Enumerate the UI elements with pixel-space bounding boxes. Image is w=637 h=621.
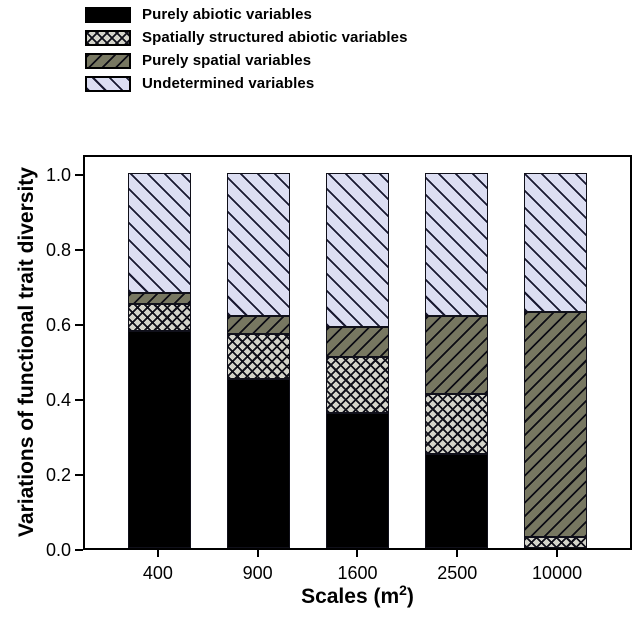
bar-segment: [128, 330, 191, 548]
bar-segment: [326, 413, 389, 548]
legend-item: Purely spatial variables: [85, 52, 408, 69]
x-axis-title: Scales (m2): [83, 582, 632, 609]
bar-segment: [128, 293, 191, 305]
solid-swatch-icon: [85, 6, 131, 23]
bar-segment: [326, 356, 389, 413]
y-tick-label: 0.6: [45, 315, 71, 335]
bar-segment: [227, 379, 290, 548]
y-tick-label: 0.8: [45, 240, 71, 260]
bar-segment: [326, 326, 389, 357]
chart-legend: Purely abiotic variables Spatially struct…: [85, 6, 408, 98]
y-tick-label: 0.0: [45, 540, 71, 560]
x-tick-mark: [356, 550, 359, 557]
legend-label: Purely spatial variables: [142, 52, 312, 69]
legend-item: Undetermined variables: [85, 75, 408, 92]
legend-item: Spatially structured abiotic variables: [85, 29, 408, 46]
bar-segment: [524, 173, 587, 312]
bars-row: [85, 173, 630, 548]
x-tick-mark: [156, 550, 159, 557]
y-tick-label: 1.0: [45, 165, 71, 185]
x-tick-cell: 2500: [426, 550, 489, 584]
y-tick-mark: [75, 549, 83, 551]
crosshatch-swatch-icon: [85, 29, 131, 46]
bar-segment: [227, 315, 290, 335]
legend-item: Purely abiotic variables: [85, 6, 408, 23]
y-tick-mark: [75, 249, 83, 251]
x-tick-cell: 900: [226, 550, 289, 584]
x-axis-row: 400 900 1600 2500 10000: [83, 550, 632, 584]
x-tick-mark: [456, 550, 459, 557]
bar-segment: [128, 173, 191, 293]
bar-segment: [227, 334, 290, 380]
bar-400: [128, 173, 191, 548]
bar-1600: [326, 173, 389, 548]
x-tick-label: 2500: [437, 563, 478, 583]
bar-900: [227, 173, 290, 548]
bar-segment: [227, 173, 290, 316]
x-axis-title-close: ): [406, 585, 414, 608]
bar-segment: [524, 311, 587, 537]
y-tick-mark: [75, 324, 83, 326]
legend-label: Spatially structured abiotic variables: [142, 29, 408, 46]
legend-label: Purely abiotic variables: [142, 6, 312, 23]
x-axis-title-text: Scales (m: [301, 585, 400, 608]
x-tick-cell: 400: [126, 550, 189, 584]
x-tick-label: 1600: [337, 563, 378, 583]
x-tick-mark: [256, 550, 259, 557]
plot-area: [83, 155, 632, 550]
y-tick-label: 0.4: [45, 390, 71, 410]
bar-2500: [425, 173, 488, 548]
y-tick-mark: [75, 174, 83, 176]
bar-segment: [425, 315, 488, 395]
x-axis-title-exponent: 2: [399, 582, 407, 598]
bar-segment: [425, 454, 488, 548]
x-tick-cell: 10000: [526, 550, 589, 584]
x-tick-cell: 1600: [326, 550, 389, 584]
bar-segment: [128, 304, 191, 331]
legend-label: Undetermined variables: [142, 75, 315, 92]
bar-segment: [524, 536, 587, 548]
y-tick-label: 0.2: [45, 465, 71, 485]
bar-10000: [524, 173, 587, 548]
diagonal-forward-swatch-icon: [85, 52, 131, 69]
bar-segment: [326, 173, 389, 327]
bar-segment: [425, 394, 488, 455]
bar-segment: [425, 173, 488, 316]
y-tick-mark: [75, 399, 83, 401]
y-tick-mark: [75, 474, 83, 476]
x-tick-mark: [556, 550, 559, 557]
diagonal-backward-swatch-icon: [85, 75, 131, 92]
x-tick-label: 900: [242, 563, 273, 583]
x-tick-label: 400: [142, 563, 173, 583]
x-tick-label: 10000: [532, 563, 583, 583]
